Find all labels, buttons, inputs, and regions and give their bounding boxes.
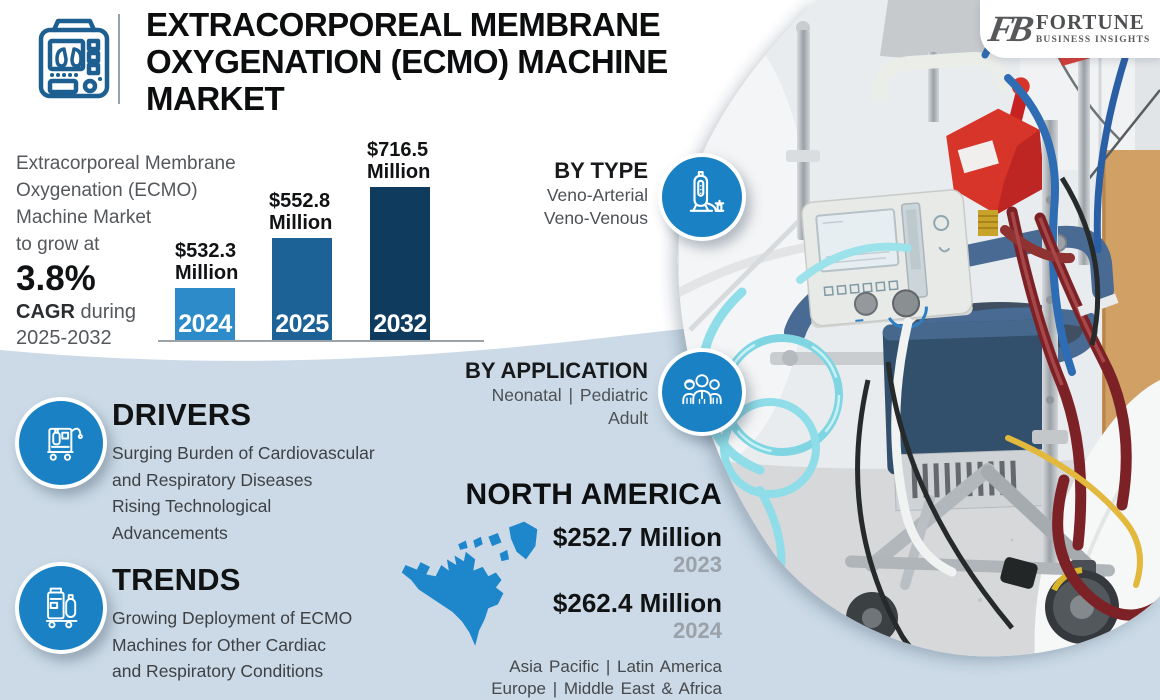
cagr-rest: during — [74, 301, 137, 323]
page-title: EXTRACORPOREAL MEMBRANE OXYGENATION (ECM… — [146, 6, 668, 117]
bar-2024: 2024 — [175, 288, 235, 340]
bar-year-label: 2024 — [178, 310, 232, 338]
cagr-value: 3.8% — [16, 259, 96, 298]
bar-value-amount: $716.5 — [367, 139, 429, 161]
title-line-1: EXTRACORPOREAL MEMBRANE — [146, 6, 661, 43]
trends-line-1: Growing Deployment of ECMO — [112, 608, 353, 628]
by-application-item-2: Adult — [608, 408, 648, 428]
fortune-business-insights-logo: FB FORTUNE BUSINESS INSIGHTS — [980, 0, 1160, 58]
logo-name: FORTUNE — [1035, 10, 1145, 35]
regions-line-1: Asia Pacific | Latin America — [509, 657, 722, 676]
intro-line-2: Oxygenation (ECMO) — [16, 180, 198, 201]
bar-year-label: 2025 — [275, 310, 329, 338]
bar-2032: 2032 — [370, 187, 430, 340]
na-year-2023: 2023 — [673, 552, 722, 577]
na-year-2024: 2024 — [673, 618, 722, 643]
by-application-section: BY APPLICATION Neonatal | Pediatric Adul… — [408, 358, 648, 430]
trends-section: TRENDS Growing Deployment of ECMO Machin… — [112, 563, 442, 685]
bar-value-unit: Million — [175, 262, 239, 284]
ecmo-machine-icon — [38, 18, 110, 99]
by-type-item-2: Veno-Venous — [543, 208, 648, 228]
title-line-3: MARKET — [146, 80, 285, 117]
drivers-line-3: Rising Technological — [112, 496, 272, 516]
bar-value-amount: $532.3 — [175, 240, 237, 262]
intro-line-1: Extracorporeal Membrane — [16, 153, 236, 174]
cagr-period: 2025-2032 — [16, 327, 112, 349]
drivers-line-1: Surging Burden of Cardiovascular — [112, 443, 375, 463]
north-america-section: NORTH AMERICA $252.7 Million 2023 $262.4… — [400, 478, 722, 699]
cagr-label: CAGR during — [16, 299, 276, 325]
by-application-heading: BY APPLICATION — [465, 358, 648, 383]
trends-line-3: and Respiratory Conditions — [112, 661, 324, 681]
chart-baseline — [158, 340, 484, 342]
regions-line-2: Europe | Middle East & Africa — [491, 678, 722, 698]
intro-text: Extracorporeal Membrane Oxygenation (ECM… — [16, 150, 276, 351]
cagr-bold: CAGR — [16, 301, 75, 323]
trends-icon — [15, 562, 107, 654]
bar-value-2024: $532.3 Million — [175, 240, 238, 284]
drivers-heading: DRIVERS — [112, 397, 252, 432]
fbi-logo-mark-icon: FB — [985, 8, 1033, 50]
na-value-2023: $252.7 Million — [552, 522, 722, 552]
bar-value-amount: $552.8 — [269, 190, 331, 212]
drivers-icon — [15, 397, 107, 489]
bar-2025: 2025 — [272, 238, 332, 340]
oxygenator-icon — [658, 153, 746, 241]
by-type-item-1: Veno-Arterial — [546, 185, 648, 205]
drivers-section: DRIVERS Surging Burden of Cardiovascular… — [112, 398, 442, 546]
na-value-2024: $262.4 Million — [552, 588, 722, 618]
trends-heading: TRENDS — [112, 562, 241, 597]
intro-line-3: Machine Market — [16, 207, 152, 228]
by-type-section: BY TYPE Veno-Arterial Veno-Venous — [450, 158, 648, 230]
north-america-heading: NORTH AMERICA — [465, 478, 722, 511]
logo-tagline: BUSINESS INSIGHTS — [1035, 35, 1151, 46]
intro-line-4: to grow at — [16, 234, 100, 255]
bar-value-2032: $716.5 Million — [367, 139, 430, 183]
title-line-2: OXYGENATION (ECMO) MACHINE — [146, 43, 668, 80]
ecmo-machine-photo — [677, 0, 1160, 657]
by-application-item-1: Neonatal | Pediatric — [491, 385, 648, 405]
header-divider — [118, 14, 120, 104]
drivers-line-2: and Respiratory Diseases — [112, 469, 313, 490]
bar-year-label: 2032 — [373, 310, 427, 338]
bar-value-unit: Million — [367, 161, 431, 183]
north-america-map — [401, 521, 538, 646]
trends-line-2: Machines for Other Cardiac — [112, 634, 326, 655]
bar-value-unit: Million — [269, 212, 333, 234]
drivers-line-4: Advancements — [112, 522, 228, 543]
patients-icon — [658, 348, 746, 436]
by-type-heading: BY TYPE — [554, 158, 648, 183]
bar-value-2025: $552.8 Million — [269, 190, 332, 234]
